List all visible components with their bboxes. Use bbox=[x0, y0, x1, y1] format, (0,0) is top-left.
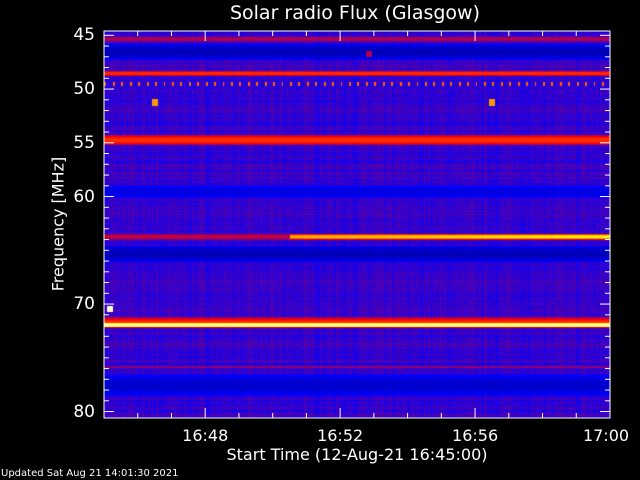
y-tick-label: 70 bbox=[73, 294, 95, 315]
x-tick-label: 17:00 bbox=[582, 426, 630, 445]
x-axis-title: Start Time (12-Aug-21 16:45:00) bbox=[226, 445, 488, 464]
spectrogram-plot bbox=[104, 31, 610, 418]
x-tick-label: 16:48 bbox=[182, 426, 229, 445]
chart-title: Solar radio Flux (Glasgow) bbox=[229, 2, 481, 24]
spectrogram-heatmap bbox=[104, 31, 610, 418]
x-tick-label: 16:56 bbox=[452, 426, 499, 445]
y-tick-label: 50 bbox=[73, 79, 95, 100]
y-tick-label: 45 bbox=[73, 25, 95, 46]
y-tick-label: 55 bbox=[73, 132, 95, 153]
y-tick-label: 80 bbox=[73, 401, 95, 422]
plot-frame bbox=[103, 30, 611, 419]
x-tick-label: 16:52 bbox=[317, 426, 364, 445]
y-tick-label: 60 bbox=[73, 186, 95, 207]
updated-timestamp: Updated Sat Aug 21 14:01:30 2021 bbox=[1, 468, 179, 479]
y-axis-title: Frequency [MHz] bbox=[48, 156, 68, 292]
